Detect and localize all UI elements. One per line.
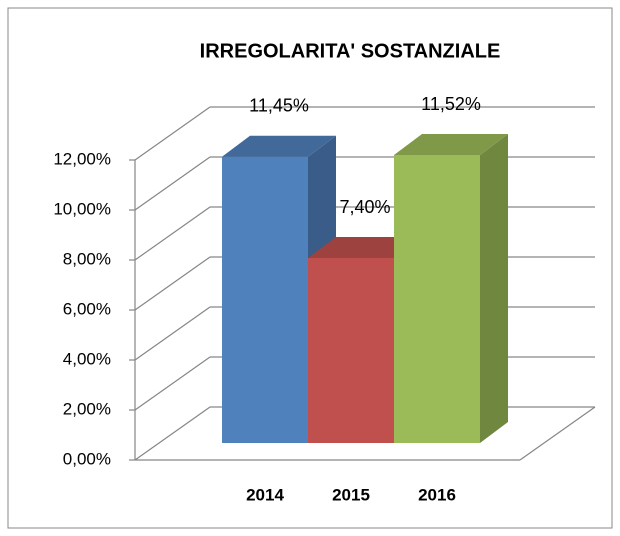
x-tick-label: 2014: [246, 485, 284, 504]
value-label: 11,52%: [421, 94, 481, 114]
bar: [394, 155, 480, 443]
bar: [308, 258, 394, 443]
y-tick-label: 8,00%: [63, 249, 111, 268]
y-tick-label: 2,00%: [63, 399, 111, 418]
value-label: 7,40%: [339, 197, 390, 217]
grid-line: [134, 156, 211, 211]
grid-line: [134, 356, 211, 411]
grid-line: [134, 206, 211, 261]
grid-line: [134, 306, 211, 361]
y-tick-label: 0,00%: [63, 449, 111, 468]
y-tick-label: 12,00%: [53, 149, 111, 168]
value-label: 11,45%: [249, 96, 309, 116]
bar-top: [394, 134, 508, 155]
chart-title: IRREGOLARITA' SOSTANZIALE: [200, 40, 501, 62]
x-tick-label: 2015: [332, 485, 370, 504]
y-tick-label: 10,00%: [53, 199, 111, 218]
y-tick-label: 6,00%: [63, 299, 111, 318]
y-tick-label: 4,00%: [63, 349, 111, 368]
x-tick-label: 2016: [418, 485, 456, 504]
grid-line: [134, 256, 211, 311]
grid-line: [134, 106, 211, 161]
bar-side: [480, 134, 508, 443]
bar-top: [308, 237, 422, 258]
grid-line: [134, 406, 211, 461]
bar-top: [222, 135, 336, 157]
floor-edge: [519, 406, 596, 461]
bar: [222, 156, 308, 443]
